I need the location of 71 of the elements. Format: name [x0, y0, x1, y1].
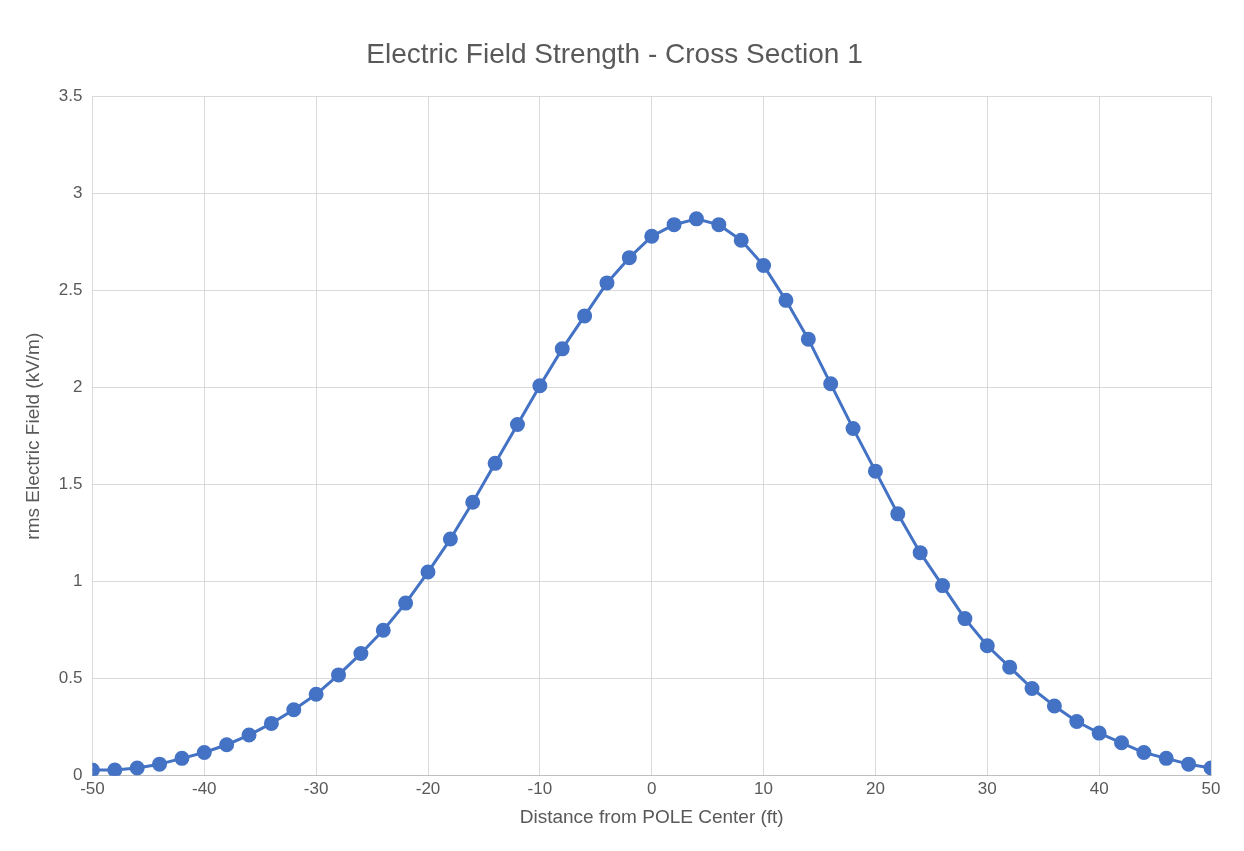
- y-axis-title: rms Electric Field (kV/m): [21, 332, 43, 540]
- point: [756, 257, 772, 273]
- point: [532, 378, 548, 394]
- point: [890, 506, 906, 522]
- x-tick-label: -30: [303, 778, 329, 798]
- chart-title: Electric Field Strength - Cross Section 1: [366, 37, 863, 69]
- point: [867, 463, 883, 479]
- x-tick-label: 40: [1089, 778, 1109, 798]
- point: [1046, 698, 1062, 714]
- point: [957, 611, 973, 627]
- point: [1181, 756, 1197, 772]
- x-tick-label: 20: [865, 778, 885, 798]
- point: [107, 762, 123, 776]
- y-tick-label: 1: [72, 571, 83, 591]
- y-tick-label: 1.5: [58, 474, 83, 494]
- x-tick-label: -20: [415, 778, 441, 798]
- point: [912, 545, 928, 561]
- point: [509, 417, 525, 433]
- y-tick-label: 3: [72, 183, 83, 203]
- y-tick-label: 0: [72, 765, 83, 785]
- point: [129, 760, 145, 776]
- point: [1136, 745, 1152, 761]
- point: [1024, 680, 1040, 696]
- point: [800, 331, 816, 347]
- point: [577, 308, 593, 324]
- x-tick-label: 10: [754, 778, 774, 798]
- y-tick-label: 3.5: [58, 86, 83, 106]
- point: [375, 622, 391, 638]
- point: [241, 727, 257, 743]
- point: [711, 217, 727, 233]
- point: [465, 494, 481, 510]
- y-tick-label: 0.5: [58, 668, 83, 688]
- point: [1091, 725, 1107, 741]
- point: [644, 228, 660, 244]
- point: [174, 750, 190, 766]
- point: [621, 250, 637, 266]
- point: [935, 578, 951, 594]
- x-tick-label: -10: [527, 778, 553, 798]
- point: [286, 702, 302, 718]
- y-tick-label: 2.5: [58, 280, 83, 300]
- point: [152, 756, 168, 772]
- point: [979, 638, 995, 654]
- point: [398, 595, 414, 611]
- point: [420, 564, 436, 580]
- point: [778, 292, 794, 308]
- point: [263, 715, 279, 731]
- point: [487, 455, 503, 471]
- y-tick-label: 2: [72, 377, 83, 397]
- point: [554, 341, 570, 357]
- point: [1069, 713, 1085, 729]
- x-tick-label: 50: [1201, 778, 1221, 798]
- x-tick-label: 30: [977, 778, 997, 798]
- point: [196, 745, 212, 761]
- x-tick-label: 0: [646, 778, 657, 798]
- point: [688, 211, 704, 227]
- point: [331, 667, 347, 683]
- point: [353, 646, 369, 662]
- point: [1114, 735, 1130, 751]
- point: [219, 737, 235, 753]
- point: [1002, 659, 1018, 675]
- x-tick-label: -40: [192, 778, 217, 798]
- point: [823, 376, 839, 392]
- point: [442, 531, 458, 547]
- point: [1158, 750, 1174, 766]
- point: [308, 686, 324, 702]
- point: [845, 420, 861, 436]
- point: [666, 217, 682, 233]
- point: [599, 275, 615, 291]
- point: [733, 232, 749, 248]
- x-tick-label: -50: [80, 778, 105, 798]
- x-axis-title: Distance from POLE Center (ft): [519, 805, 784, 827]
